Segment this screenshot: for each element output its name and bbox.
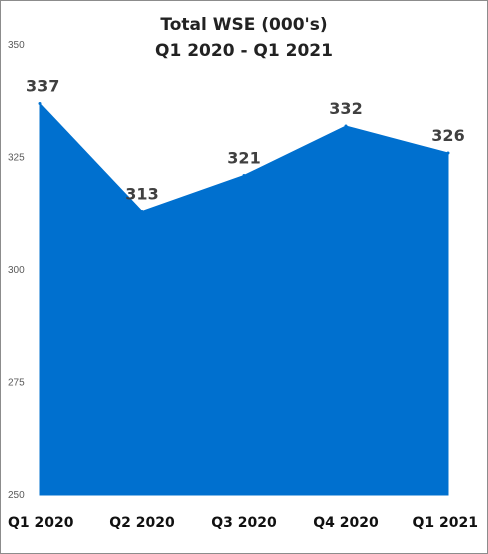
x-tick-label: Q1 2021 xyxy=(413,515,478,531)
area-series xyxy=(39,102,449,496)
data-point xyxy=(242,174,246,177)
data-label: 321 xyxy=(227,149,260,168)
x-tick-label: Q1 2020 xyxy=(8,515,74,531)
y-tick-label: 250 xyxy=(8,490,25,501)
data-label: 326 xyxy=(431,126,464,145)
x-tick-label: Q4 2020 xyxy=(313,515,379,531)
data-point xyxy=(38,102,42,105)
data-point xyxy=(446,151,450,155)
x-tick-label: Q3 2020 xyxy=(211,515,277,531)
data-point xyxy=(140,210,144,213)
y-tick-label: 275 xyxy=(8,378,25,389)
data-label: 332 xyxy=(329,99,362,118)
x-tick-label: Q2 2020 xyxy=(109,515,175,531)
y-tick-label: 350 xyxy=(8,40,25,51)
y-tick-label: 325 xyxy=(8,153,25,164)
data-point xyxy=(344,124,348,128)
data-label: 337 xyxy=(26,77,59,96)
chart-title: Total WSE (000's) xyxy=(160,15,327,35)
data-label: 313 xyxy=(125,185,158,204)
chart-subtitle: Q1 2020 - Q1 2021 xyxy=(155,41,333,61)
y-tick-label: 300 xyxy=(8,265,25,276)
